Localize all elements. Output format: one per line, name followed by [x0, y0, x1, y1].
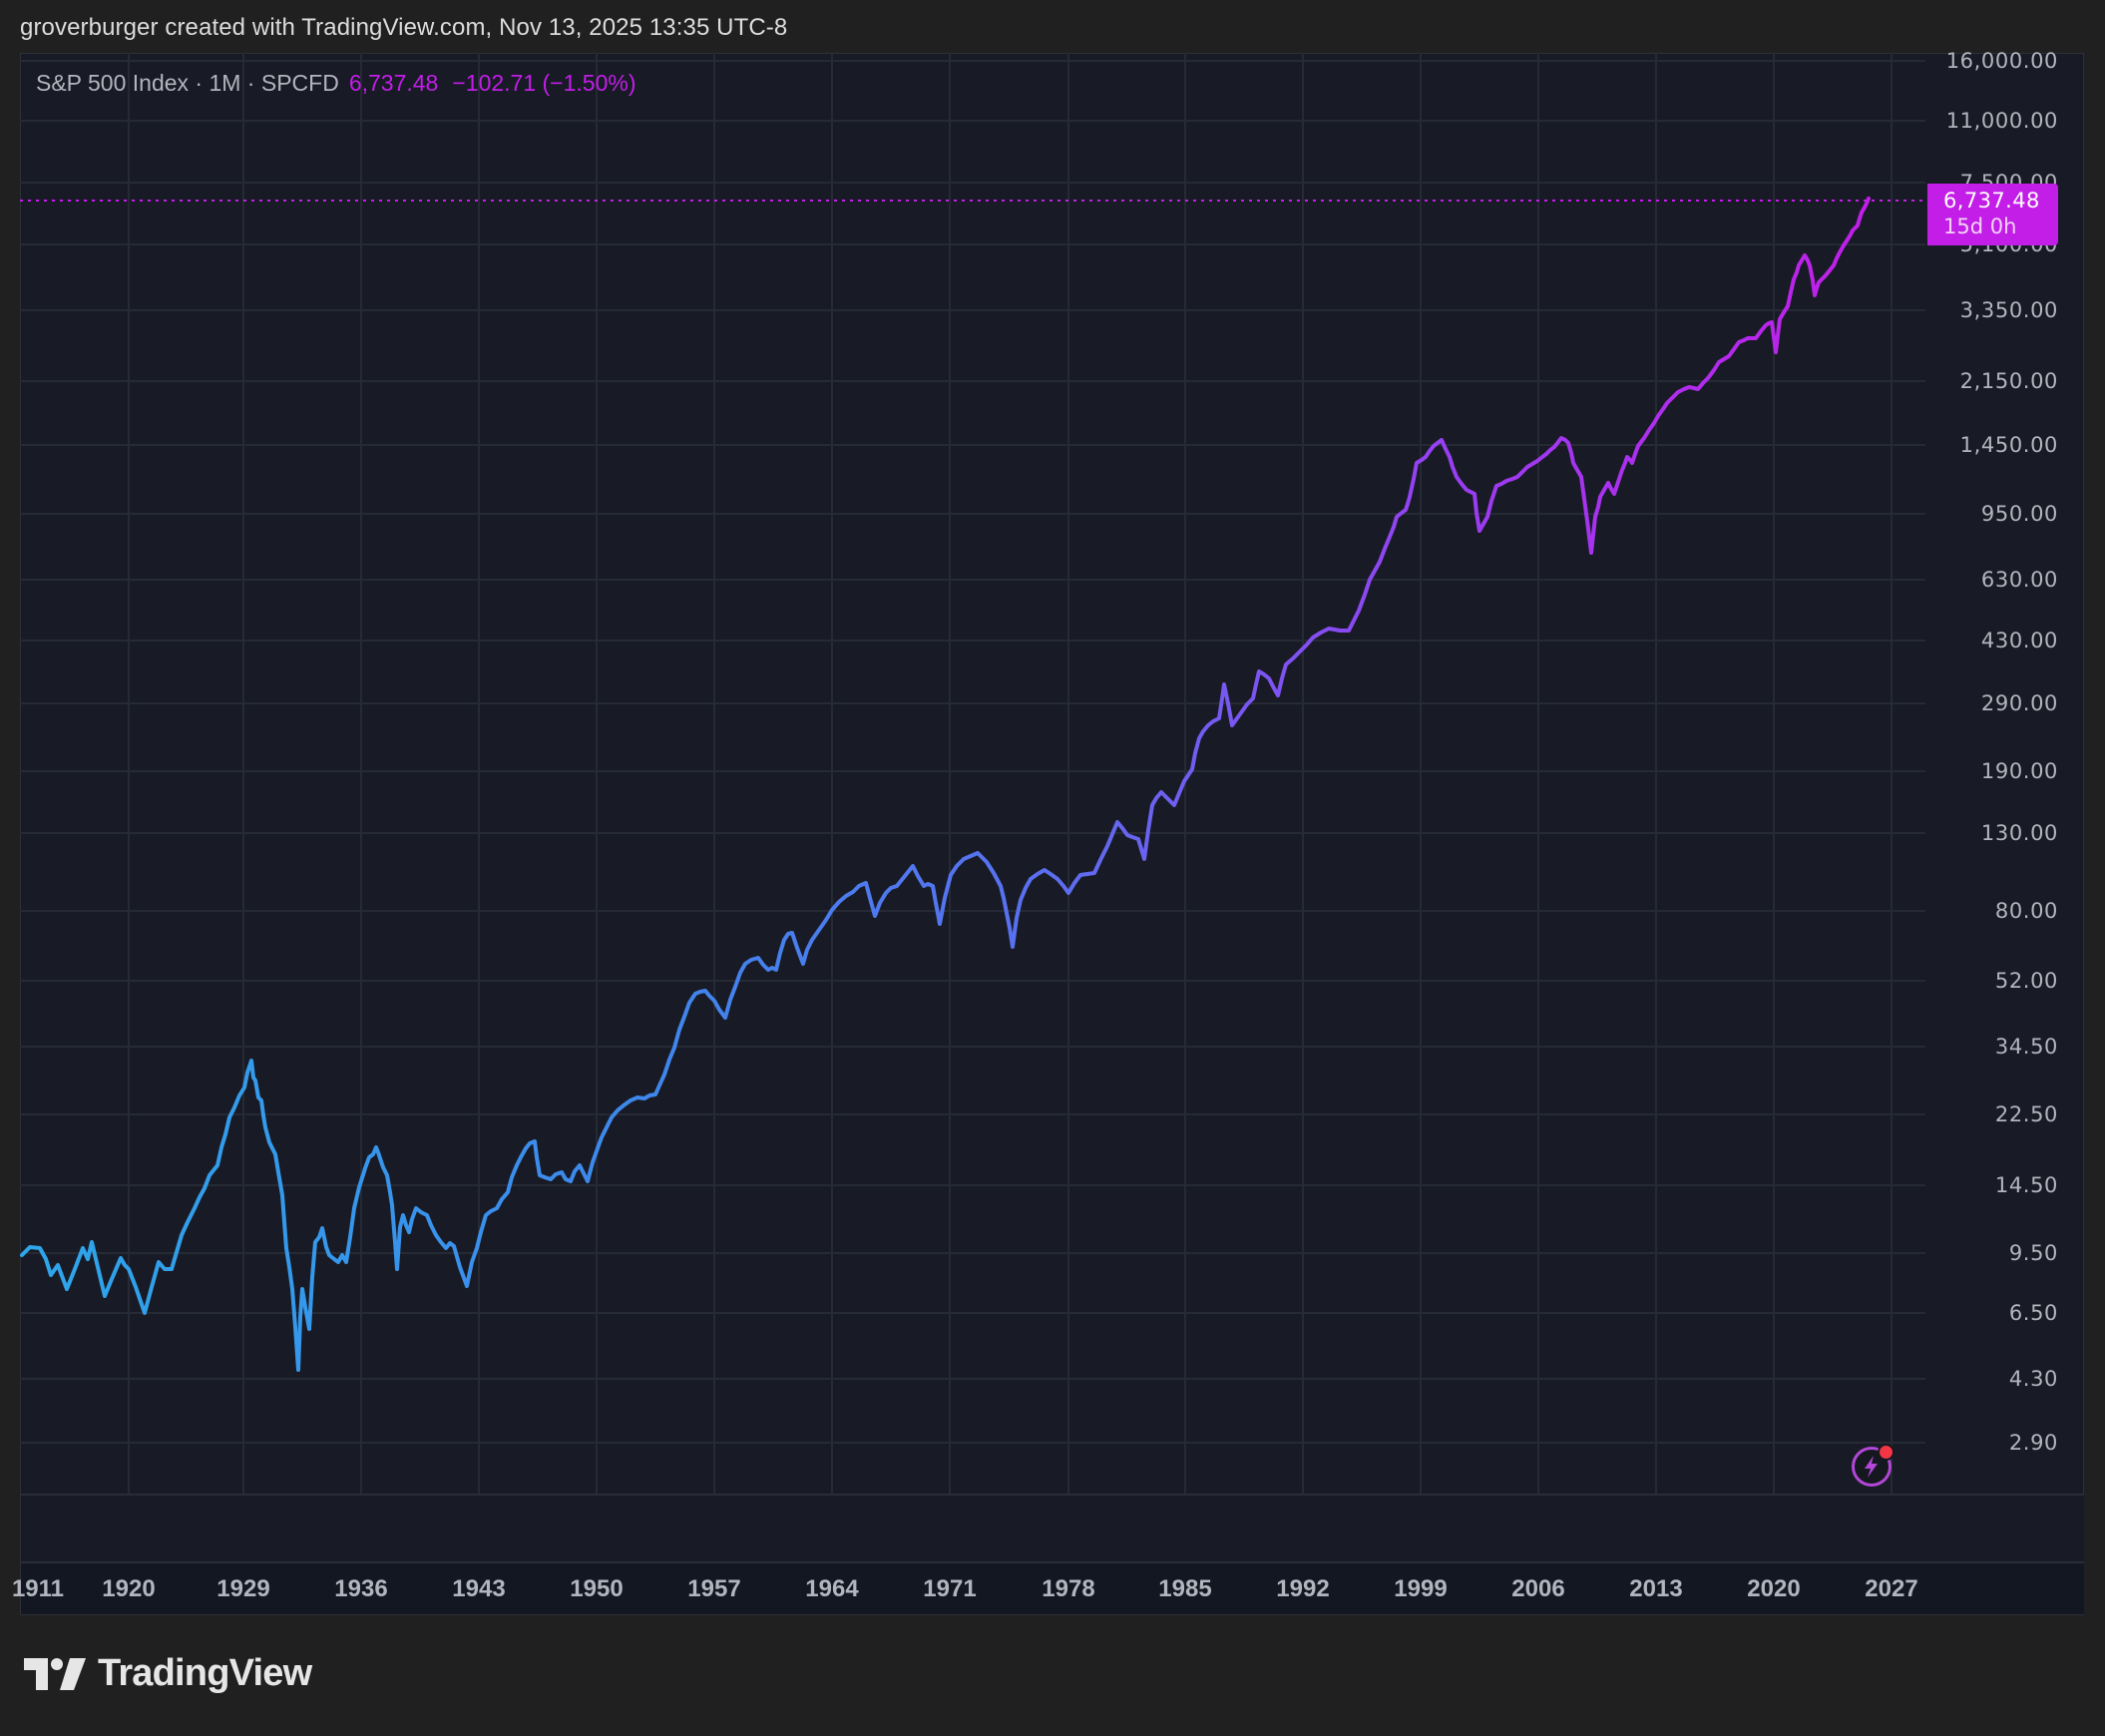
last-value: 6,737.48 [348, 70, 439, 96]
x-tick-label: 1929 [216, 1575, 270, 1602]
chart-plot-area[interactable] [20, 53, 1925, 1494]
bar-countdown: 15d 0h [1943, 215, 2017, 238]
tradingview-logo-icon [24, 1657, 86, 1690]
tradingview-logo-text: TradingView [98, 1652, 312, 1694]
y-tick-label: 80.00 [1994, 899, 2058, 923]
y-tick-label: 16,000.00 [1945, 49, 2058, 73]
x-tick-label: 2027 [1865, 1575, 1918, 1602]
y-tick-label: 9.50 [2008, 1241, 2058, 1265]
chart-legend[interactable]: S&P 500 Index · 1M · SPCFD 6,737.48 −102.7… [36, 70, 635, 97]
x-tick-label: 1971 [923, 1575, 977, 1602]
last-price-tag: 6,737.48 15d 0h [1927, 184, 2058, 245]
y-tick-label: 4.30 [2008, 1367, 2058, 1391]
y-tick-label: 3,350.00 [1959, 298, 2058, 322]
symbol-label: S&P 500 Index · 1M · SPCFD [36, 70, 339, 96]
x-tick-label: 2006 [1511, 1575, 1565, 1602]
y-tick-label: 22.50 [1994, 1102, 2058, 1126]
x-tick-label: 1992 [1276, 1575, 1330, 1602]
y-tick-label: 950.00 [1980, 502, 2058, 526]
notification-dot [1878, 1444, 1894, 1461]
y-tick-label: 2.90 [2008, 1431, 2058, 1455]
x-tick-label: 1985 [1158, 1575, 1212, 1602]
attribution-text: groverburger created with TradingView.co… [20, 14, 788, 41]
y-tick-label: 190.00 [1980, 759, 2058, 783]
y-tick-label: 290.00 [1980, 691, 2058, 715]
tradingview-logo[interactable]: TradingView [24, 1652, 312, 1695]
y-tick-label: 2,150.00 [1959, 369, 2058, 393]
price-line [20, 197, 1871, 1372]
x-tick-label: 1950 [570, 1575, 624, 1602]
x-tick-label: 1920 [102, 1575, 156, 1602]
lightning-bolt-icon[interactable] [1852, 1444, 1894, 1487]
price-axis[interactable]: 16,000.00 11,000.00 7,500.00 5,100.00 3,… [1925, 49, 2084, 1494]
y-tick-label: 52.00 [1994, 969, 2058, 993]
lower-pane [21, 1494, 2084, 1561]
y-tick-label: 630.00 [1980, 568, 2058, 592]
x-tick-label: 2013 [1629, 1575, 1683, 1602]
y-tick-label: 11,000.00 [1945, 109, 2058, 133]
x-tick-label: 1943 [452, 1575, 506, 1602]
y-tick-label: 1,450.00 [1959, 433, 2058, 457]
price-change: −102.71 (−1.50%) [452, 70, 636, 96]
y-tick-label: 130.00 [1980, 821, 2058, 845]
y-tick-label: 430.00 [1980, 629, 2058, 652]
x-tick-label: 1911 [11, 1575, 65, 1602]
horizontal-gridlines [20, 60, 1925, 1444]
price-tag-value: 6,737.48 [1943, 189, 2040, 213]
x-tick-label: 1964 [805, 1575, 859, 1602]
x-tick-label: 1999 [1394, 1575, 1448, 1602]
x-tick-label: 2020 [1747, 1575, 1801, 1602]
x-tick-label: 1936 [334, 1575, 388, 1602]
price-chart-svg [20, 53, 1925, 1494]
x-tick-label: 1957 [687, 1575, 741, 1602]
y-tick-label: 34.50 [1994, 1035, 2058, 1059]
time-axis[interactable]: 1911 1920 1929 1936 1943 1950 1957 1964 … [12, 1561, 2084, 1614]
vertical-gridlines [128, 53, 1893, 1494]
x-tick-label: 1978 [1042, 1575, 1095, 1602]
y-tick-label: 14.50 [1994, 1173, 2058, 1197]
y-tick-label: 6.50 [2008, 1301, 2058, 1325]
